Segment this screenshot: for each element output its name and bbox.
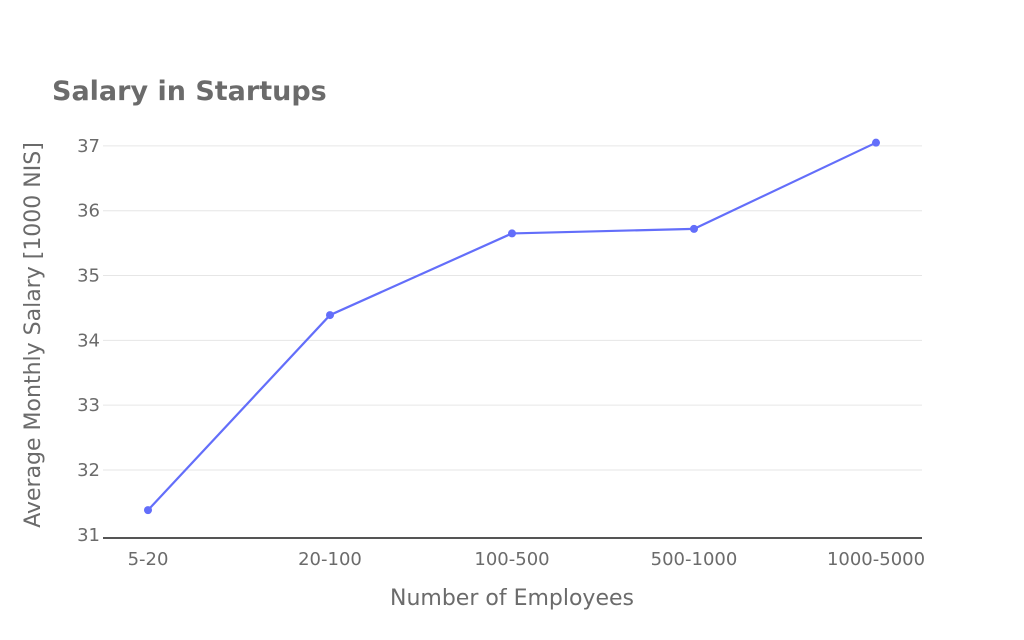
x-tick-label: 1000-5000: [827, 549, 925, 570]
data-point[interactable]: [326, 311, 334, 320]
x-axis-ticks: 5-20 20-100 100-500 500-1000 1000-5000: [128, 549, 925, 570]
series-line: [147, 141, 877, 511]
y-axis-ticks: 31 32 33 34 35 36 37: [77, 136, 100, 546]
data-point[interactable]: [144, 506, 152, 515]
y-tick-label: 35: [77, 266, 100, 287]
x-tick-label: 5-20: [128, 549, 169, 570]
gridlines: [103, 145, 922, 471]
y-tick-label: 33: [77, 395, 100, 416]
data-point[interactable]: [872, 138, 880, 147]
data-point[interactable]: [690, 224, 698, 233]
y-tick-label: 36: [77, 201, 100, 222]
x-tick-label: 500-1000: [651, 549, 738, 570]
y-tick-label: 32: [77, 460, 100, 481]
data-points: [144, 138, 880, 515]
y-tick-label: 34: [77, 330, 100, 351]
y-tick-label: 31: [77, 525, 100, 546]
chart-title: Salary in Startups: [52, 76, 327, 107]
y-tick-label: 37: [77, 136, 100, 157]
data-point[interactable]: [508, 229, 516, 238]
x-axis-title: Number of Employees: [390, 586, 634, 611]
x-tick-label: 20-100: [298, 549, 362, 570]
y-axis-title: Average Monthly Salary [1000 NIS]: [21, 142, 46, 528]
x-tick-label: 100-500: [474, 549, 549, 570]
